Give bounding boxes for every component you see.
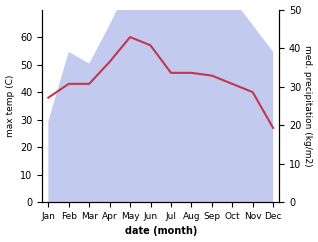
Y-axis label: med. precipitation (kg/m2): med. precipitation (kg/m2) xyxy=(303,45,313,167)
Y-axis label: max temp (C): max temp (C) xyxy=(5,75,15,137)
X-axis label: date (month): date (month) xyxy=(125,227,197,236)
